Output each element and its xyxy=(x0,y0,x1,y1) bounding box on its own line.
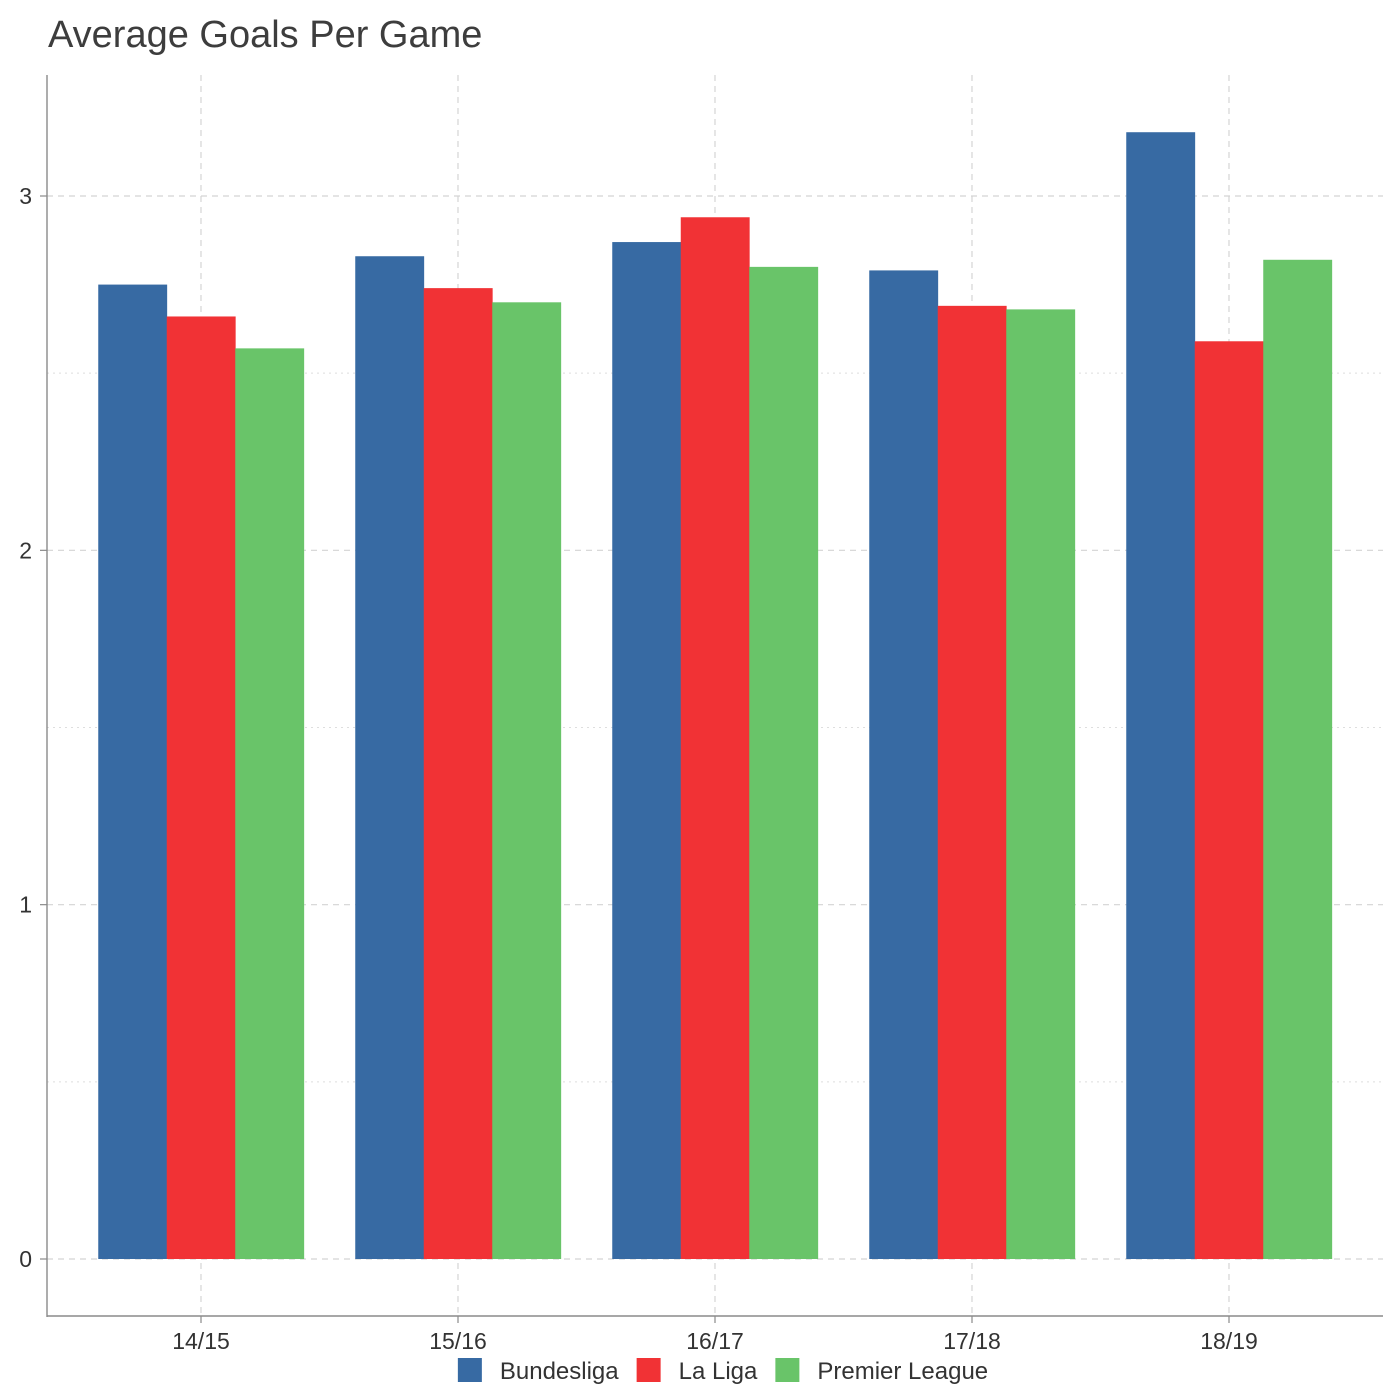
bar-bundesliga-18-19 xyxy=(1126,132,1196,1260)
bar-premier-league-17-18 xyxy=(1006,309,1076,1259)
bar-premier-league-14-15 xyxy=(235,348,305,1259)
legend-key-bundesliga xyxy=(457,1358,482,1382)
legend-key-premier-league xyxy=(775,1358,800,1382)
x-tick-label: 16/17 xyxy=(686,1328,744,1354)
bar-premier-league-15-16 xyxy=(492,302,562,1259)
bar-bundesliga-17-18 xyxy=(869,270,939,1259)
bar-premier-league-16-17 xyxy=(749,266,819,1259)
legend: Bundesliga La Liga Premier League xyxy=(457,1358,988,1385)
x-tick-label: 18/19 xyxy=(1200,1328,1258,1354)
bar-bundesliga-16-17 xyxy=(612,242,682,1259)
legend-label-premier-league: Premier League xyxy=(817,1358,988,1385)
y-tick-label: 3 xyxy=(19,183,32,209)
bar-premier-league-18-19 xyxy=(1263,259,1333,1259)
y-tick-label: 0 xyxy=(19,1246,32,1272)
x-tick-label: 17/18 xyxy=(943,1328,1001,1354)
legend-label-la-liga: La Liga xyxy=(679,1358,758,1385)
bar-bundesliga-14-15 xyxy=(98,284,168,1259)
bar-bundesliga-15-16 xyxy=(355,256,425,1259)
y-tick-label: 1 xyxy=(19,892,32,918)
bars xyxy=(98,132,1333,1260)
bar-la-liga-17-18 xyxy=(937,305,1007,1259)
x-tick-label: 14/15 xyxy=(172,1328,230,1354)
legend-label-bundesliga: Bundesliga xyxy=(500,1358,619,1385)
bar-la-liga-15-16 xyxy=(423,288,493,1259)
bar-la-liga-16-17 xyxy=(680,217,750,1259)
legend-key-la-liga xyxy=(636,1358,661,1382)
x-tick-label: 15/16 xyxy=(429,1328,487,1354)
chart-title: Average Goals Per Game xyxy=(48,14,482,56)
tick-labels: 0 1 2 3 14/15 15/16 16/17 17/18 18/19 xyxy=(19,183,1258,1354)
bar-la-liga-14-15 xyxy=(166,316,236,1259)
bar-la-liga-18-19 xyxy=(1194,341,1264,1259)
y-tick-label: 2 xyxy=(19,537,32,563)
